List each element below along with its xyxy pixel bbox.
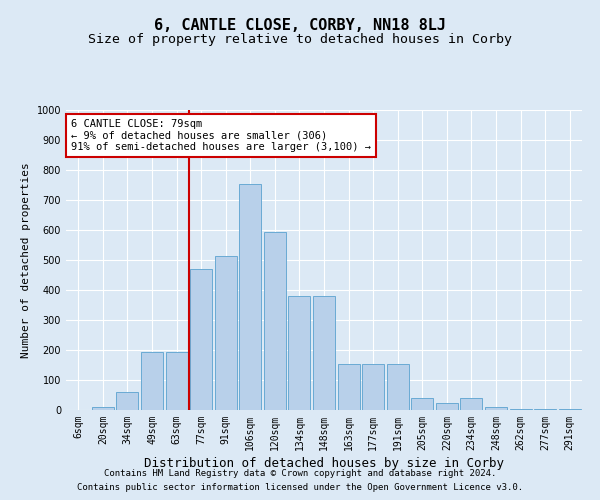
Text: 6, CANTLE CLOSE, CORBY, NN18 8LJ: 6, CANTLE CLOSE, CORBY, NN18 8LJ	[154, 18, 446, 32]
Text: 6 CANTLE CLOSE: 79sqm
← 9% of detached houses are smaller (306)
91% of semi-deta: 6 CANTLE CLOSE: 79sqm ← 9% of detached h…	[71, 119, 371, 152]
Bar	[460, 398, 482, 410]
Text: Contains HM Land Registry data © Crown copyright and database right 2024.: Contains HM Land Registry data © Crown c…	[104, 468, 496, 477]
Bar	[386, 364, 409, 410]
Bar	[166, 352, 188, 410]
Bar	[190, 269, 212, 410]
Bar	[534, 408, 556, 410]
Bar	[141, 352, 163, 410]
Bar	[509, 408, 532, 410]
X-axis label: Distribution of detached houses by size in Corby: Distribution of detached houses by size …	[144, 457, 504, 470]
Bar	[411, 398, 433, 410]
Bar	[485, 407, 507, 410]
Bar	[338, 364, 359, 410]
Y-axis label: Number of detached properties: Number of detached properties	[21, 162, 31, 358]
Bar	[313, 296, 335, 410]
Bar	[264, 232, 286, 410]
Bar	[559, 409, 581, 410]
Bar	[362, 364, 384, 410]
Text: Contains public sector information licensed under the Open Government Licence v3: Contains public sector information licen…	[77, 484, 523, 492]
Bar	[215, 256, 237, 410]
Bar	[239, 184, 262, 410]
Text: Size of property relative to detached houses in Corby: Size of property relative to detached ho…	[88, 32, 512, 46]
Bar	[289, 296, 310, 410]
Bar	[116, 392, 139, 410]
Bar	[436, 402, 458, 410]
Bar	[92, 407, 114, 410]
